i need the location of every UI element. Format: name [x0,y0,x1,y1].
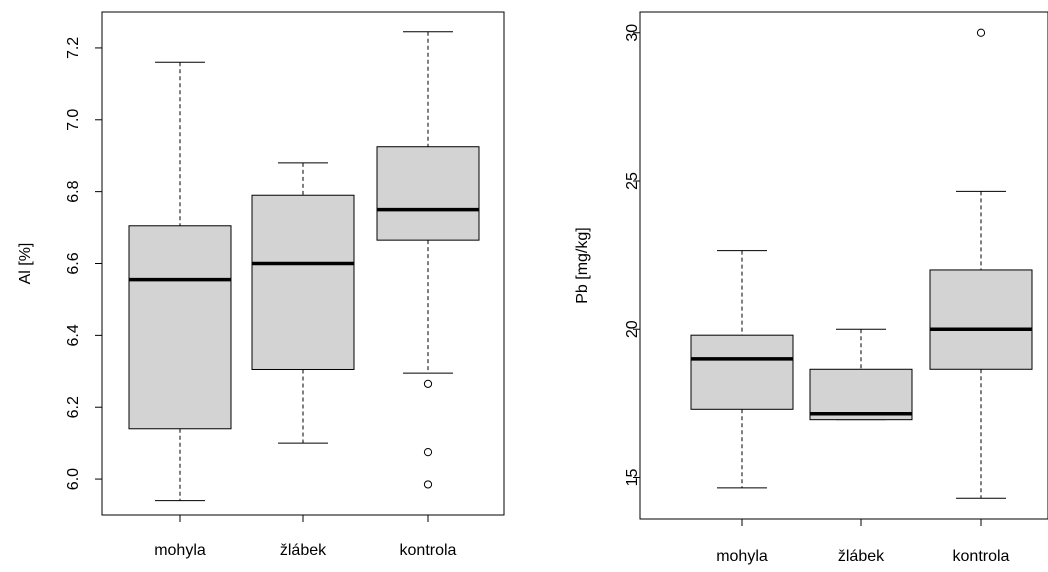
outlier-point [423,379,433,388]
box-iqr [251,194,355,370]
box-iqr [929,269,1033,370]
x-tick-label-2: kontrola [953,548,1010,565]
y-tick-label: 25 [624,172,641,190]
box-mohyla [690,250,794,489]
y-tick-label: 15 [624,468,641,486]
box-iqr [376,146,480,241]
box-kontrola [376,31,480,489]
y-tick-label: 6.4 [65,324,82,346]
box-mohyla [128,61,232,502]
y-axis-title: Al [%] [17,243,34,285]
x-tick-label-2: kontrola [400,542,457,559]
box-iqr [690,334,794,410]
outlier-point [423,480,433,489]
box-iqr [128,225,232,430]
y-tick-label: 6.8 [65,180,82,202]
y-tick-label: 30 [624,24,641,42]
box-žlábek [809,328,913,421]
y-tick-label: 20 [624,320,641,338]
y-tick-label: 6.2 [65,396,82,418]
plot-frame [639,11,1048,520]
chart-panel-2: 15 20 25 30 Pb [mg/kg] mohyla žlábek kontrola [574,11,1048,565]
x-tick-label-1: žlábek [838,548,885,565]
outlier-point [423,448,433,457]
box-žlábek [251,162,355,444]
y-tick-label: 6.6 [65,252,82,274]
x-tick-label-0: mohyla [716,548,768,565]
box-iqr [809,368,913,421]
chart-panel-1: 6.0 6.2 6.4 6.6 6.8 7.0 7.2 Al [%] mohyla žlábek k… [17,11,505,559]
y-tick-label: 7.2 [65,37,82,59]
x-tick-label-1: žlábek [280,542,327,559]
box-kontrola [929,28,1033,499]
x-tick-label-0: mohyla [154,542,206,559]
y-tick-label: 6.0 [65,468,82,490]
outlier-point [976,28,986,37]
y-axis-title: Pb [mg/kg] [574,227,591,303]
y-tick-label: 7.0 [65,109,82,131]
